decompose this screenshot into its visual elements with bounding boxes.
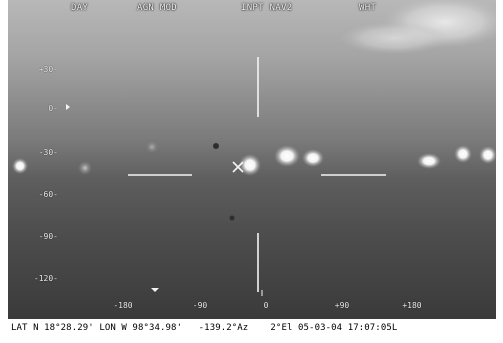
date-readout: 05-03-04 bbox=[298, 323, 343, 333]
elevation-tick-label: 0- bbox=[48, 104, 58, 113]
azimuth-tick-label: +180 bbox=[402, 301, 422, 310]
reticle-center-mark bbox=[232, 161, 244, 173]
status-bar: LAT N 18°28.29' LON W 98°34.98' -139.2°A… bbox=[8, 319, 496, 338]
elevation-tick-label: -60- bbox=[38, 190, 58, 199]
dark-spot bbox=[229, 215, 235, 221]
azimuth-marker-icon bbox=[151, 288, 159, 292]
alignment-mode-indicator: AGN MOD bbox=[137, 3, 178, 13]
reticle bbox=[128, 57, 386, 292]
right-frame bbox=[496, 0, 503, 343]
light-source bbox=[78, 161, 92, 175]
elevation-tick-label: -90- bbox=[38, 232, 58, 241]
elevation-readout: 2°El bbox=[270, 323, 293, 333]
mode-indicator: DAY bbox=[71, 3, 89, 13]
elevation-tick-label: -120- bbox=[33, 274, 58, 283]
heading-readout: -139.2°Az bbox=[198, 323, 249, 333]
light-source bbox=[12, 158, 28, 174]
azimuth-tick-label: -180 bbox=[113, 301, 133, 310]
elevation-tick-label: +30- bbox=[38, 65, 58, 74]
light-source bbox=[274, 145, 300, 167]
dark-spot bbox=[213, 143, 219, 149]
elevation-tick-label: -30- bbox=[38, 148, 58, 157]
light-source bbox=[146, 141, 158, 153]
light-source bbox=[454, 145, 472, 163]
elevation-marker-icon bbox=[66, 104, 70, 110]
latitude-readout: LAT N 18°28.29' bbox=[11, 323, 94, 333]
status-readout: LAT N 18°28.29' LON W 98°34.98' -139.2°A… bbox=[11, 323, 397, 334]
light-source bbox=[479, 146, 497, 164]
polarity-indicator: WHT bbox=[359, 3, 377, 13]
cloud bbox=[340, 22, 450, 54]
time-readout: 17:07:05L bbox=[347, 323, 398, 333]
light-source bbox=[302, 149, 324, 167]
light-source bbox=[417, 153, 441, 169]
input-source-indicator: INPT NAV2 bbox=[241, 3, 293, 13]
light-source bbox=[239, 154, 261, 176]
azimuth-tick-label: 0 bbox=[263, 301, 269, 310]
longitude-readout: LON W 98°34.98' bbox=[99, 323, 183, 333]
azimuth-tick-label: +90 bbox=[334, 301, 350, 310]
left-frame bbox=[0, 0, 8, 343]
azimuth-tick-label: -90 bbox=[192, 301, 208, 310]
light-sources bbox=[12, 141, 497, 221]
